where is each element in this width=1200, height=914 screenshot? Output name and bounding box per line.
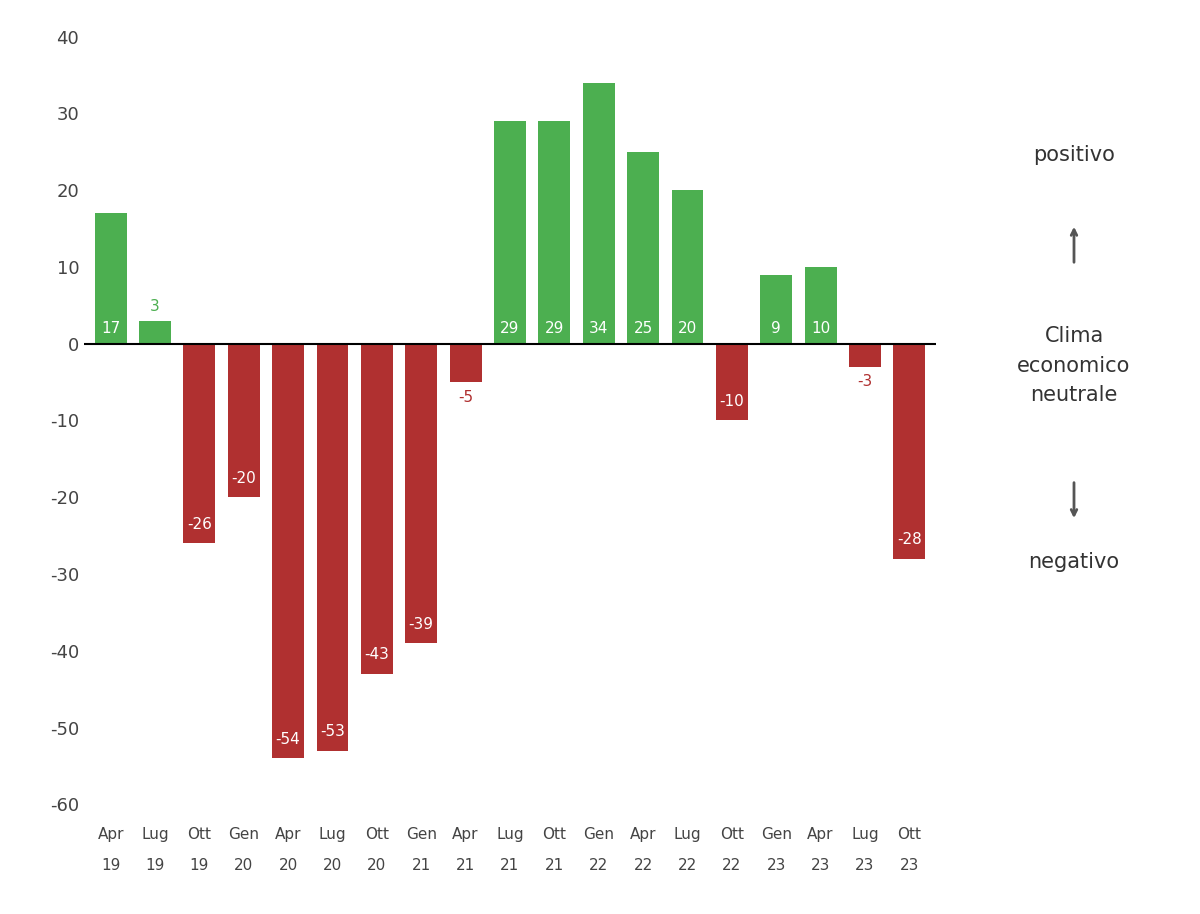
Text: positivo: positivo bbox=[1033, 145, 1115, 165]
Text: -10: -10 bbox=[720, 394, 744, 409]
Bar bbox=[317, 344, 348, 750]
Text: 29: 29 bbox=[500, 321, 520, 336]
Bar bbox=[228, 344, 259, 497]
Text: 22: 22 bbox=[634, 858, 653, 873]
Bar bbox=[361, 344, 392, 674]
Text: Lug: Lug bbox=[319, 827, 347, 843]
Bar bbox=[494, 121, 526, 344]
Text: -26: -26 bbox=[187, 516, 212, 532]
Text: Ott: Ott bbox=[365, 827, 389, 843]
Bar bbox=[893, 344, 925, 558]
Bar bbox=[805, 267, 836, 344]
Text: 23: 23 bbox=[811, 858, 830, 873]
Text: 22: 22 bbox=[678, 858, 697, 873]
Text: -20: -20 bbox=[232, 471, 256, 485]
Text: 20: 20 bbox=[678, 321, 697, 336]
Bar bbox=[406, 344, 437, 643]
Bar bbox=[95, 213, 127, 344]
Text: Lug: Lug bbox=[673, 827, 701, 843]
Text: 20: 20 bbox=[367, 858, 386, 873]
Bar bbox=[628, 152, 659, 344]
Text: -28: -28 bbox=[896, 532, 922, 547]
Bar bbox=[672, 190, 703, 344]
Text: 19: 19 bbox=[101, 858, 120, 873]
Text: Apr: Apr bbox=[452, 827, 479, 843]
Text: 29: 29 bbox=[545, 321, 564, 336]
Text: Gen: Gen bbox=[406, 827, 437, 843]
Text: 22: 22 bbox=[722, 858, 742, 873]
Text: Apr: Apr bbox=[630, 827, 656, 843]
Bar bbox=[583, 82, 614, 344]
Bar bbox=[716, 344, 748, 420]
Text: 17: 17 bbox=[101, 321, 120, 336]
Text: 10: 10 bbox=[811, 321, 830, 336]
Text: 23: 23 bbox=[900, 858, 919, 873]
Text: 25: 25 bbox=[634, 321, 653, 336]
Text: -5: -5 bbox=[458, 389, 473, 405]
Bar bbox=[184, 344, 215, 543]
Bar bbox=[272, 344, 304, 759]
Text: Clima
economico
neutrale: Clima economico neutrale bbox=[1018, 326, 1130, 405]
Text: 19: 19 bbox=[145, 858, 164, 873]
Text: 20: 20 bbox=[323, 858, 342, 873]
Text: Apr: Apr bbox=[275, 827, 301, 843]
Text: 9: 9 bbox=[772, 321, 781, 336]
Text: Gen: Gen bbox=[228, 827, 259, 843]
Text: 21: 21 bbox=[456, 858, 475, 873]
Text: Gen: Gen bbox=[583, 827, 614, 843]
Text: Lug: Lug bbox=[496, 827, 524, 843]
Text: Apr: Apr bbox=[808, 827, 834, 843]
Text: -39: -39 bbox=[409, 617, 433, 632]
Text: Apr: Apr bbox=[97, 827, 124, 843]
Text: negativo: negativo bbox=[1028, 552, 1120, 572]
Bar bbox=[761, 274, 792, 344]
Text: 21: 21 bbox=[500, 858, 520, 873]
Text: -3: -3 bbox=[857, 375, 872, 389]
Text: Ott: Ott bbox=[542, 827, 566, 843]
Text: 22: 22 bbox=[589, 858, 608, 873]
Text: Lug: Lug bbox=[142, 827, 169, 843]
Text: -54: -54 bbox=[276, 732, 300, 747]
Text: Ott: Ott bbox=[187, 827, 211, 843]
Text: 3: 3 bbox=[150, 300, 160, 314]
Text: Ott: Ott bbox=[898, 827, 922, 843]
Text: Gen: Gen bbox=[761, 827, 792, 843]
Text: Ott: Ott bbox=[720, 827, 744, 843]
Text: -43: -43 bbox=[365, 647, 389, 663]
Bar bbox=[139, 321, 170, 344]
Bar bbox=[450, 344, 481, 382]
Text: 21: 21 bbox=[412, 858, 431, 873]
Text: 19: 19 bbox=[190, 858, 209, 873]
Bar bbox=[850, 344, 881, 367]
Text: 20: 20 bbox=[278, 858, 298, 873]
Text: -53: -53 bbox=[320, 724, 344, 739]
Bar bbox=[539, 121, 570, 344]
Text: 21: 21 bbox=[545, 858, 564, 873]
Text: 23: 23 bbox=[767, 858, 786, 873]
Text: 34: 34 bbox=[589, 321, 608, 336]
Text: 20: 20 bbox=[234, 858, 253, 873]
Text: Lug: Lug bbox=[851, 827, 878, 843]
Text: 23: 23 bbox=[856, 858, 875, 873]
